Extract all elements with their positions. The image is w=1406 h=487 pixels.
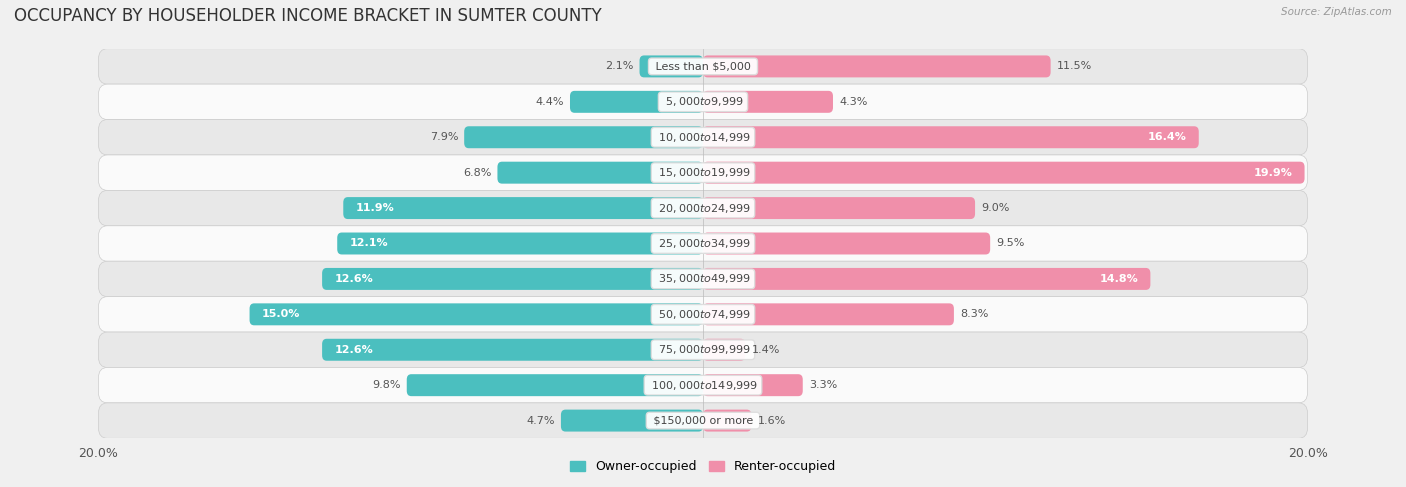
Text: 15.0%: 15.0% xyxy=(262,309,299,319)
Text: $20,000 to $24,999: $20,000 to $24,999 xyxy=(655,202,751,215)
Legend: Owner-occupied, Renter-occupied: Owner-occupied, Renter-occupied xyxy=(565,455,841,478)
FancyBboxPatch shape xyxy=(569,91,703,113)
Text: 9.5%: 9.5% xyxy=(997,239,1025,248)
FancyBboxPatch shape xyxy=(322,268,703,290)
Text: 9.8%: 9.8% xyxy=(373,380,401,390)
Text: 7.9%: 7.9% xyxy=(430,132,458,142)
FancyBboxPatch shape xyxy=(703,303,953,325)
FancyBboxPatch shape xyxy=(703,410,751,431)
FancyBboxPatch shape xyxy=(98,119,1308,155)
FancyBboxPatch shape xyxy=(98,226,1308,261)
Text: 11.5%: 11.5% xyxy=(1057,61,1092,72)
Text: Source: ZipAtlas.com: Source: ZipAtlas.com xyxy=(1281,7,1392,18)
FancyBboxPatch shape xyxy=(98,49,1308,84)
FancyBboxPatch shape xyxy=(703,197,976,219)
Text: $50,000 to $74,999: $50,000 to $74,999 xyxy=(655,308,751,321)
Text: 4.7%: 4.7% xyxy=(526,415,555,426)
FancyBboxPatch shape xyxy=(464,126,703,148)
FancyBboxPatch shape xyxy=(98,190,1308,226)
Text: 9.0%: 9.0% xyxy=(981,203,1010,213)
Text: $10,000 to $14,999: $10,000 to $14,999 xyxy=(655,131,751,144)
Text: 4.3%: 4.3% xyxy=(839,97,868,107)
Text: $25,000 to $34,999: $25,000 to $34,999 xyxy=(655,237,751,250)
FancyBboxPatch shape xyxy=(703,126,1199,148)
Text: 8.3%: 8.3% xyxy=(960,309,988,319)
Text: $150,000 or more: $150,000 or more xyxy=(650,415,756,426)
Text: 16.4%: 16.4% xyxy=(1147,132,1187,142)
FancyBboxPatch shape xyxy=(98,403,1308,438)
Text: 4.4%: 4.4% xyxy=(536,97,564,107)
Text: 3.3%: 3.3% xyxy=(808,380,837,390)
Text: 12.1%: 12.1% xyxy=(349,239,388,248)
Text: $5,000 to $9,999: $5,000 to $9,999 xyxy=(662,95,744,108)
FancyBboxPatch shape xyxy=(406,374,703,396)
Text: 11.9%: 11.9% xyxy=(356,203,394,213)
Text: $35,000 to $49,999: $35,000 to $49,999 xyxy=(655,272,751,285)
Text: 12.6%: 12.6% xyxy=(335,274,373,284)
Text: 12.6%: 12.6% xyxy=(335,345,373,355)
FancyBboxPatch shape xyxy=(98,261,1308,297)
Text: Less than $5,000: Less than $5,000 xyxy=(652,61,754,72)
FancyBboxPatch shape xyxy=(98,368,1308,403)
FancyBboxPatch shape xyxy=(343,197,703,219)
FancyBboxPatch shape xyxy=(703,339,745,361)
FancyBboxPatch shape xyxy=(98,297,1308,332)
Text: 1.4%: 1.4% xyxy=(751,345,780,355)
FancyBboxPatch shape xyxy=(250,303,703,325)
Text: $75,000 to $99,999: $75,000 to $99,999 xyxy=(655,343,751,356)
Text: 6.8%: 6.8% xyxy=(463,168,492,178)
Text: 2.1%: 2.1% xyxy=(605,61,634,72)
Text: 14.8%: 14.8% xyxy=(1099,274,1139,284)
FancyBboxPatch shape xyxy=(703,268,1150,290)
FancyBboxPatch shape xyxy=(703,56,1050,77)
FancyBboxPatch shape xyxy=(337,232,703,255)
FancyBboxPatch shape xyxy=(98,155,1308,190)
FancyBboxPatch shape xyxy=(703,374,803,396)
Text: 1.6%: 1.6% xyxy=(758,415,786,426)
Text: $15,000 to $19,999: $15,000 to $19,999 xyxy=(655,166,751,179)
Text: 19.9%: 19.9% xyxy=(1254,168,1292,178)
FancyBboxPatch shape xyxy=(640,56,703,77)
FancyBboxPatch shape xyxy=(703,162,1305,184)
FancyBboxPatch shape xyxy=(561,410,703,431)
FancyBboxPatch shape xyxy=(498,162,703,184)
FancyBboxPatch shape xyxy=(322,339,703,361)
FancyBboxPatch shape xyxy=(98,84,1308,119)
Text: $100,000 to $149,999: $100,000 to $149,999 xyxy=(648,379,758,392)
FancyBboxPatch shape xyxy=(703,91,832,113)
Text: OCCUPANCY BY HOUSEHOLDER INCOME BRACKET IN SUMTER COUNTY: OCCUPANCY BY HOUSEHOLDER INCOME BRACKET … xyxy=(14,7,602,25)
FancyBboxPatch shape xyxy=(98,332,1308,368)
FancyBboxPatch shape xyxy=(703,232,990,255)
